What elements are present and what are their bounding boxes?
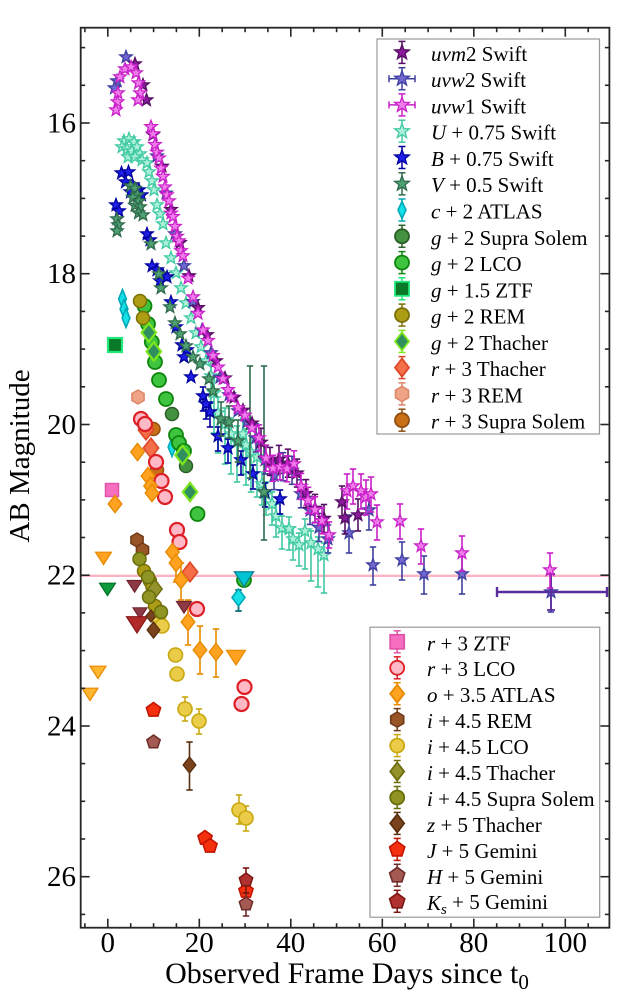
svg-text:26: 26: [47, 861, 76, 893]
svg-text:uvm2 Swift: uvm2 Swift: [431, 42, 527, 66]
svg-text:g + 2 REM: g + 2 REM: [431, 305, 525, 329]
svg-text:Ks + 5 Gemini: Ks + 5 Gemini: [426, 890, 548, 918]
svg-text:r + 3 REM: r + 3 REM: [431, 383, 523, 407]
svg-text:c + 2 ATLAS: c + 2 ATLAS: [431, 200, 543, 224]
svg-text:uvw1 Swift: uvw1 Swift: [431, 94, 526, 118]
svg-text:20: 20: [185, 927, 214, 959]
svg-text:100: 100: [544, 927, 588, 959]
svg-text:16: 16: [47, 108, 76, 140]
svg-text:20: 20: [47, 409, 76, 441]
svg-text:r + 3 LCO: r + 3 LCO: [427, 657, 515, 681]
svg-text:i + 4.5 LCO: i + 4.5 LCO: [427, 735, 529, 759]
svg-text:0: 0: [101, 927, 116, 959]
svg-text:Observed Frame Days since t0: Observed Frame Days since t0: [165, 957, 529, 994]
svg-text:g + 2 Supra Solem: g + 2 Supra Solem: [431, 226, 588, 250]
svg-text:80: 80: [459, 927, 488, 959]
svg-text:J + 5 Gemini: J + 5 Gemini: [427, 839, 538, 863]
svg-text:i + 4.5 Supra Solem: i + 4.5 Supra Solem: [427, 787, 595, 811]
svg-text:H + 5 Gemini: H + 5 Gemini: [426, 865, 543, 889]
svg-text:uvw2 Swift: uvw2 Swift: [431, 68, 526, 92]
svg-text:22: 22: [47, 560, 76, 592]
svg-text:AB Magnitude: AB Magnitude: [4, 369, 36, 542]
svg-text:g + 2 LCO: g + 2 LCO: [431, 252, 522, 276]
svg-text:i + 4.5 REM: i + 4.5 REM: [427, 709, 533, 733]
svg-text:B + 0.75 Swift: B + 0.75 Swift: [431, 147, 554, 171]
svg-text:o + 3.5 ATLAS: o + 3.5 ATLAS: [427, 683, 556, 707]
svg-text:i + 4.5 Thacher: i + 4.5 Thacher: [427, 761, 555, 785]
svg-text:g + 2 Thacher: g + 2 Thacher: [431, 331, 548, 355]
svg-text:r + 3 Supra Solem: r + 3 Supra Solem: [431, 410, 585, 434]
svg-text:18: 18: [47, 258, 76, 290]
svg-text:60: 60: [368, 927, 397, 959]
svg-text:24: 24: [47, 711, 77, 743]
svg-text:g + 1.5 ZTF: g + 1.5 ZTF: [431, 278, 533, 302]
svg-text:z + 5 Thacher: z + 5 Thacher: [426, 813, 542, 837]
svg-text:40: 40: [276, 927, 305, 959]
svg-text:r + 3 ZTF: r + 3 ZTF: [427, 631, 511, 655]
svg-text:r + 3 Thacher: r + 3 Thacher: [431, 357, 546, 381]
svg-text:U + 0.75 Swift: U + 0.75 Swift: [431, 121, 556, 145]
svg-text:V + 0.5 Swift: V + 0.5 Swift: [431, 173, 543, 197]
